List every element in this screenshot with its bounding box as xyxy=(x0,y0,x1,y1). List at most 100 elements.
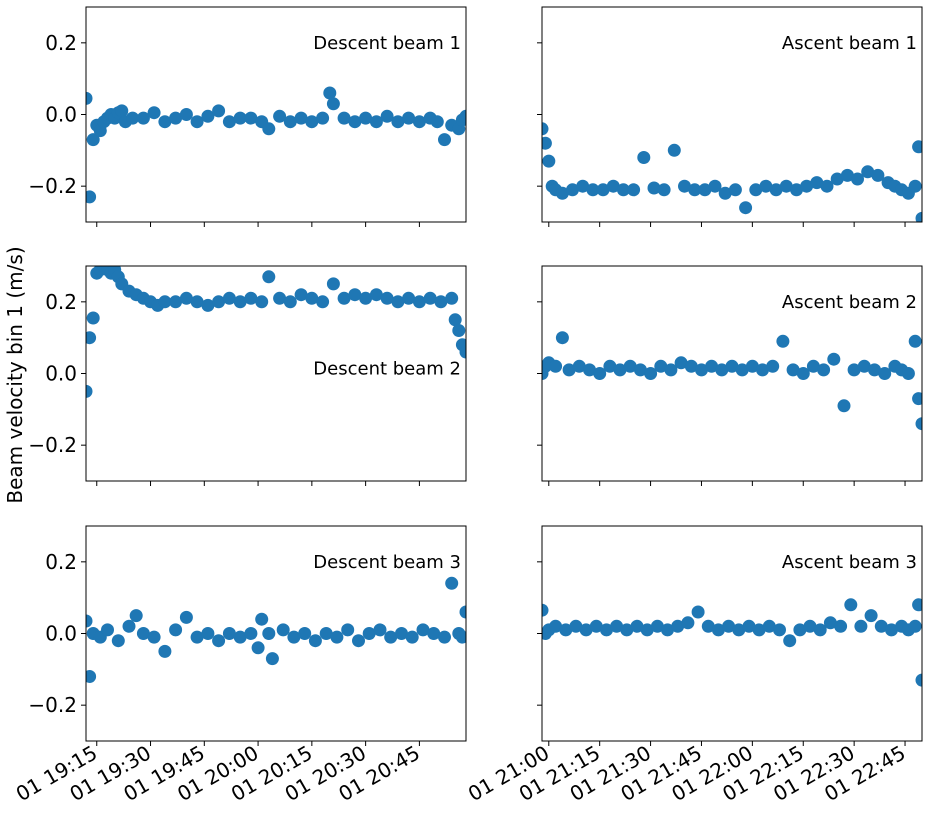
data-point xyxy=(756,363,769,377)
data-point xyxy=(459,605,466,619)
data-point xyxy=(283,295,297,309)
data-point xyxy=(438,133,451,147)
data-point xyxy=(542,136,552,150)
data-point xyxy=(616,183,630,197)
subplot-descent-2: −0.2 0.0 0.2 Descent beam 2 xyxy=(28,265,467,486)
data-point xyxy=(620,623,634,637)
data-point xyxy=(834,619,848,633)
data-point xyxy=(129,609,143,623)
data-point xyxy=(265,652,279,666)
data-point xyxy=(323,86,337,100)
y-axis-label: Beam velocity bin 1 (m/s) xyxy=(3,246,27,503)
y-tick-label: −0.2 xyxy=(28,693,77,717)
data-point xyxy=(262,270,276,284)
data-point xyxy=(667,143,681,157)
data-point xyxy=(912,140,922,154)
data-point xyxy=(330,630,344,644)
data-point xyxy=(549,619,563,633)
data-point xyxy=(222,627,236,640)
data-point xyxy=(633,363,647,377)
data-point xyxy=(305,291,319,305)
data-point xyxy=(86,670,97,683)
data-point xyxy=(823,616,837,630)
data-point xyxy=(735,363,749,377)
data-point xyxy=(158,115,172,129)
data-point xyxy=(212,634,226,648)
data-point xyxy=(664,363,678,377)
data-point xyxy=(158,644,172,658)
data-point xyxy=(445,576,459,590)
data-point xyxy=(627,183,641,197)
data-point xyxy=(86,190,97,204)
data-point xyxy=(908,619,922,633)
data-point xyxy=(298,627,312,640)
data-point xyxy=(840,168,854,182)
data-point xyxy=(783,634,797,648)
data-point xyxy=(244,291,258,305)
data-point xyxy=(589,619,603,633)
data-point xyxy=(579,623,593,637)
data-point xyxy=(287,630,301,644)
y-tick-label: 0.0 xyxy=(45,622,77,646)
data-point xyxy=(786,363,800,377)
data-point xyxy=(847,363,861,377)
data-point xyxy=(559,623,573,637)
data-point xyxy=(373,623,387,637)
data-point xyxy=(623,359,637,373)
data-point xyxy=(742,619,756,633)
data-point xyxy=(854,619,868,633)
data-point xyxy=(773,623,786,637)
data-point xyxy=(222,291,236,305)
data-point xyxy=(671,619,685,633)
data-point xyxy=(233,295,247,309)
data-point xyxy=(596,183,610,197)
panel-label: Descent beam 2 xyxy=(313,359,461,380)
y-tick-label: 0.2 xyxy=(45,31,77,55)
data-point xyxy=(405,630,419,644)
data-point xyxy=(681,616,695,630)
data-point xyxy=(169,295,183,309)
data-point xyxy=(766,359,780,373)
data-point xyxy=(212,295,226,309)
data-point xyxy=(871,168,885,182)
data-point xyxy=(201,627,215,640)
data-point xyxy=(190,295,204,309)
data-point xyxy=(542,122,549,136)
data-point xyxy=(430,115,444,129)
data-point xyxy=(380,291,394,305)
data-points xyxy=(86,266,466,398)
panel-label: Ascent beam 2 xyxy=(782,292,917,313)
data-point xyxy=(276,623,290,637)
data-point xyxy=(190,115,204,129)
data-point xyxy=(874,619,888,633)
data-point xyxy=(147,106,161,120)
panels-group: −0.2 0.0 0.2 Descent beam 1 Ascent beam 1 −0.… xyxy=(12,6,923,806)
data-point xyxy=(169,623,183,637)
data-point xyxy=(861,165,875,179)
data-point xyxy=(147,630,161,644)
data-point xyxy=(793,623,807,637)
data-point xyxy=(294,288,308,302)
data-point xyxy=(352,634,365,648)
y-tick-label: −0.2 xyxy=(28,433,77,457)
data-point xyxy=(576,179,590,193)
data-point xyxy=(728,183,742,197)
data-point xyxy=(262,627,276,640)
data-point xyxy=(459,345,466,359)
data-point xyxy=(749,183,763,197)
data-point xyxy=(201,109,215,123)
data-point xyxy=(391,295,405,309)
data-point xyxy=(255,295,269,309)
panel-label: Descent beam 3 xyxy=(313,552,461,573)
data-point xyxy=(803,619,817,633)
data-point xyxy=(908,334,922,348)
data-point xyxy=(190,630,204,644)
data-point xyxy=(678,179,691,193)
subplot-ascent-1: Ascent beam 1 xyxy=(537,6,923,227)
data-point xyxy=(542,603,549,617)
data-point xyxy=(650,619,664,633)
data-point xyxy=(305,115,319,129)
panel-label: Ascent beam 3 xyxy=(782,552,917,573)
data-point xyxy=(348,115,362,129)
data-point xyxy=(912,598,922,612)
